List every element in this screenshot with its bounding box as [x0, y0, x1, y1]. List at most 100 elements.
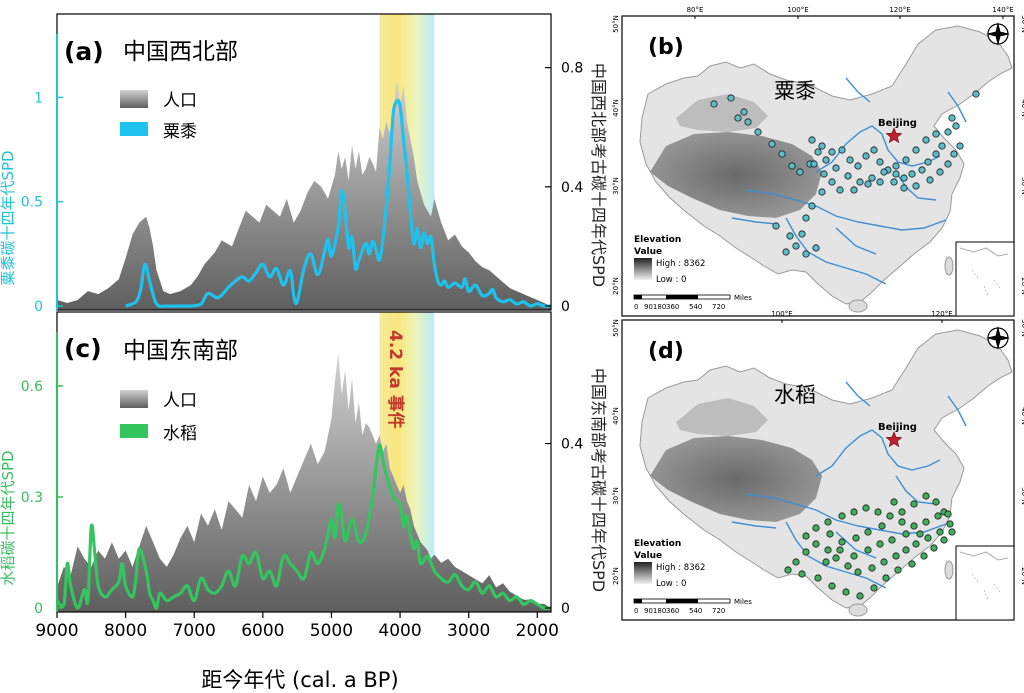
- site-marker: [802, 250, 810, 258]
- site-marker: [886, 512, 894, 520]
- scale-label: 0: [634, 303, 638, 311]
- lat-tick-left: 20°N: [612, 277, 620, 295]
- site-marker: [882, 574, 890, 582]
- site-marker: [828, 582, 836, 590]
- site-marker: [932, 150, 940, 158]
- site-marker: [934, 512, 942, 520]
- site-marker: [926, 176, 934, 184]
- legend-label-rice: 水稻: [163, 424, 197, 444]
- x-axis: 9000 8000 7000 6000 5000 4000 3000 2000: [35, 612, 559, 641]
- legend-label-population-c: 人口: [163, 391, 197, 411]
- site-marker: [864, 180, 872, 188]
- site-marker: [952, 122, 960, 130]
- elevation-swatch: [634, 562, 652, 584]
- site-marker: [734, 114, 742, 122]
- site-marker: [890, 498, 898, 506]
- taiwan-island: [944, 256, 954, 276]
- scale-label: 540: [689, 303, 702, 311]
- legend-swatch-rice: [120, 424, 148, 438]
- lat-tick-left: 50°N: [612, 319, 620, 337]
- map-title: 粟黍: [774, 79, 816, 103]
- legend-title: Elevation: [634, 539, 681, 549]
- compass-icon: [986, 22, 1010, 46]
- scale-label: 90180: [644, 303, 666, 311]
- compass-needle: [986, 326, 1010, 350]
- y-axis-left-a: 00.51: [21, 34, 63, 315]
- site-marker: [832, 554, 840, 562]
- site-marker: [788, 162, 796, 170]
- site-marker: [864, 528, 872, 536]
- lat-tick-left: 40°N: [612, 407, 620, 425]
- site-marker: [876, 178, 884, 186]
- map-panel-label: (b): [648, 35, 684, 60]
- site-marker: [838, 538, 846, 546]
- inset-frame: [955, 241, 1015, 317]
- site-marker: [950, 150, 958, 158]
- site-marker: [880, 558, 888, 566]
- site-marker: [786, 232, 794, 240]
- site-marker: [820, 170, 828, 178]
- site-marker: [828, 178, 836, 186]
- site-marker: [850, 508, 858, 516]
- site-marker: [868, 564, 876, 572]
- scale-label: 360: [666, 303, 679, 311]
- legend-label-population-a: 人口: [163, 91, 197, 111]
- inset-islands: [971, 573, 1001, 601]
- site-marker: [918, 166, 926, 174]
- beijing-star: [885, 127, 903, 144]
- river: [815, 429, 941, 477]
- y-label-left-c: 水稻碳十四年代SPD: [0, 450, 17, 585]
- lat-tick-right: 30°N: [1020, 487, 1024, 505]
- site-marker: [902, 546, 910, 554]
- site-marker: [836, 186, 844, 194]
- compass-icon: [986, 326, 1010, 350]
- site-marker: [874, 508, 882, 516]
- site-marker: [948, 528, 956, 536]
- site-marker: [930, 544, 938, 552]
- site-marker: [844, 562, 852, 570]
- x-tick-label: 5000: [310, 621, 353, 641]
- map-panel-label: (d): [648, 339, 684, 364]
- taiwan-island: [944, 560, 954, 580]
- inset-islands: [971, 269, 1001, 297]
- y-tick-label-left: 0.6: [21, 379, 43, 395]
- x-tick-label: 3000: [447, 621, 490, 641]
- site-marker: [844, 172, 852, 180]
- site-marker: [924, 534, 932, 542]
- lat-tick-right: 20°N: [1020, 277, 1024, 295]
- legend-label-millet: 粟黍: [163, 122, 197, 142]
- scale-label: 90180: [644, 607, 666, 615]
- lat-tick-left: 20°N: [612, 567, 620, 585]
- x-tick-label: 9000: [35, 621, 78, 641]
- river: [785, 217, 887, 285]
- inset-frame: [955, 545, 1015, 621]
- site-marker: [838, 512, 846, 520]
- site-marker: [772, 222, 780, 230]
- lat-tick-right: 40°N: [1020, 407, 1024, 425]
- hainan-island: [848, 603, 868, 617]
- site-marker: [864, 546, 872, 554]
- site-marker: [892, 170, 900, 178]
- scale-segment: [634, 295, 642, 299]
- site-marker: [862, 504, 870, 512]
- site-marker: [832, 164, 840, 172]
- site-marker: [818, 188, 826, 196]
- site-marker: [812, 540, 820, 548]
- y-label-left-a: 粟黍碳十四年代SPD: [0, 150, 17, 285]
- site-marker: [710, 100, 718, 108]
- lat-tick-left: 30°N: [612, 487, 620, 505]
- map-title: 水稻: [774, 383, 816, 407]
- y-tick-label-left: 0.3: [21, 490, 43, 506]
- y-tick-label-right: 0.4: [561, 180, 583, 196]
- legend-a: 人口 粟黍: [120, 90, 197, 142]
- map-panel-b: Beijing (b) 粟黍 Elevation Value High : 8362 Low…: [612, 6, 1024, 317]
- population-area-a: [57, 79, 551, 310]
- river: [731, 217, 777, 225]
- scale-bar: Miles 0 90180 360 540 720: [633, 294, 752, 311]
- scale-label: 540: [689, 607, 702, 615]
- inset-coast: [959, 247, 1009, 257]
- site-marker: [870, 146, 878, 154]
- lat-tick-left: 30°N: [612, 177, 620, 195]
- site-marker: [754, 128, 762, 136]
